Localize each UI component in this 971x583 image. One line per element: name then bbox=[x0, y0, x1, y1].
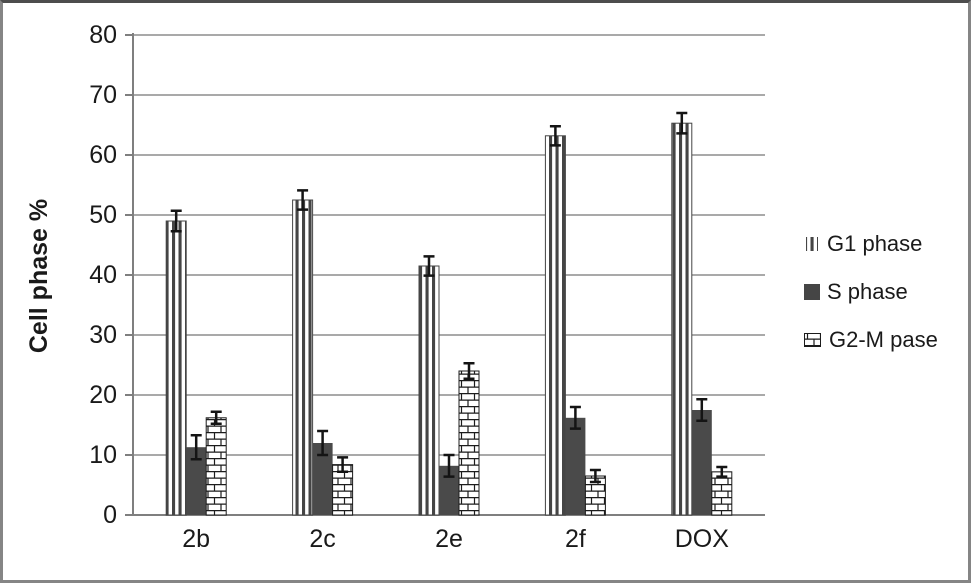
error-bar bbox=[297, 189, 309, 211]
legend-label: S phase bbox=[827, 279, 908, 304]
error-bar bbox=[716, 465, 728, 478]
bar-s-phase-2f bbox=[565, 417, 586, 515]
error-bar bbox=[170, 209, 182, 233]
error-bar bbox=[463, 361, 475, 381]
legend-item-g2m-phase: G2-M pase bbox=[804, 325, 938, 355]
y-tick-label: 40 bbox=[89, 261, 117, 289]
bar-g1-phase-2e bbox=[418, 265, 440, 516]
bar-chart-canvas bbox=[125, 33, 765, 516]
x-axis-label: 2f bbox=[564, 525, 586, 553]
error-bar bbox=[423, 255, 435, 277]
y-tick-label: 30 bbox=[89, 321, 117, 349]
error-bar bbox=[589, 468, 601, 484]
bar-g1-phase-2c bbox=[292, 199, 314, 516]
y-tick-label: 80 bbox=[89, 21, 117, 49]
bar-g2-m-pase-DOX bbox=[711, 471, 733, 516]
legend-label: G2-M pase bbox=[829, 327, 938, 352]
bar-s-phase-2e bbox=[439, 465, 459, 515]
x-axis-label: DOX bbox=[674, 525, 729, 553]
error-bar bbox=[696, 397, 708, 423]
bar-s-phase-DOX bbox=[691, 410, 712, 515]
bar-g1-phase-2b bbox=[165, 220, 187, 516]
axes bbox=[125, 33, 765, 516]
error-bars bbox=[170, 111, 728, 484]
legend-item-s-phase: S phase bbox=[804, 277, 938, 307]
stripes-swatch-icon bbox=[806, 237, 818, 251]
bar-s-phase-2b bbox=[186, 447, 207, 515]
y-tick-label: 70 bbox=[89, 81, 117, 109]
y-tick-label: 0 bbox=[103, 501, 117, 529]
y-tick-label: 10 bbox=[89, 441, 117, 469]
legend: G1 phase S phase G2-M pase bbox=[804, 229, 938, 373]
brick-swatch-icon bbox=[804, 333, 821, 347]
error-bar bbox=[569, 405, 581, 430]
error-bar bbox=[210, 410, 222, 426]
bars bbox=[165, 122, 733, 516]
bar-s-phase-2c bbox=[312, 443, 333, 515]
y-tick-label: 20 bbox=[89, 381, 117, 409]
error-bar bbox=[676, 111, 688, 135]
solid-swatch-icon bbox=[804, 284, 820, 300]
legend-label: G1 phase bbox=[827, 231, 923, 256]
x-axis-label: 2e bbox=[435, 525, 463, 553]
y-tick-label: 60 bbox=[89, 141, 117, 169]
x-axis-label: 2b bbox=[182, 525, 211, 553]
x-axis-label: 2c bbox=[309, 525, 336, 553]
error-bar bbox=[190, 433, 202, 461]
gridlines bbox=[133, 34, 765, 456]
bar-g2-m-pase-2b bbox=[205, 417, 227, 516]
bar-g1-phase-DOX bbox=[671, 122, 693, 516]
y-tick-label: 50 bbox=[89, 201, 117, 229]
y-axis-title: Cell phase % bbox=[25, 198, 53, 354]
legend-item-g1-phase: G1 phase bbox=[804, 229, 938, 259]
error-bar bbox=[549, 124, 561, 147]
error-bar bbox=[337, 456, 349, 474]
bar-g2-m-pase-2e bbox=[458, 370, 480, 516]
error-bar bbox=[317, 429, 329, 457]
bar-g1-phase-2f bbox=[544, 135, 566, 516]
error-bar bbox=[443, 453, 455, 478]
